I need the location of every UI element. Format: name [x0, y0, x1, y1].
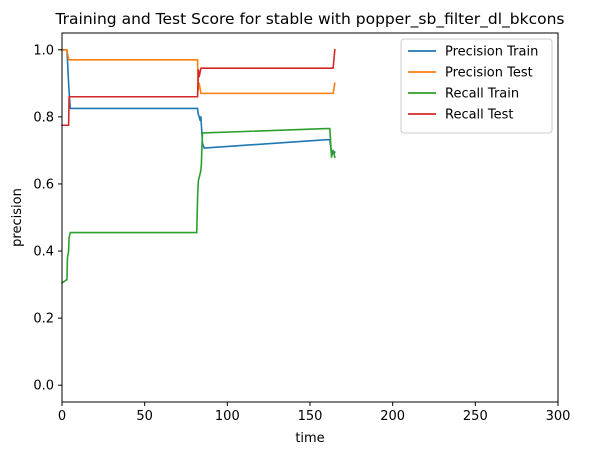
legend-label: Precision Test	[445, 66, 533, 81]
x-axis-label: time	[295, 431, 324, 446]
legend-label: Precision Train	[445, 45, 538, 60]
legend-label: Recall Test	[445, 108, 514, 123]
legend-label: Recall Train	[445, 87, 519, 102]
y-tick-label: 0.8	[33, 110, 54, 125]
legend: Precision Train Precision Test Recall Trai…	[400, 38, 553, 134]
series-line-recall-test	[61, 48, 336, 127]
y-tick-label: 0.4	[33, 245, 54, 260]
x-tick-label: 150	[298, 409, 323, 424]
y-tick-label: 0.6	[33, 177, 54, 192]
x-tick-label: 200	[380, 409, 405, 424]
x-tick-label: 250	[463, 409, 488, 424]
y-axis: 0.0 0.2 0.4 0.6 0.8 1.0	[33, 43, 62, 394]
legend-box	[400, 38, 553, 134]
series-line-recall-train	[60, 127, 336, 285]
x-tick-label: 100	[215, 409, 240, 424]
y-tick-label: 1.0	[33, 43, 54, 58]
x-axis: 0 50 100 150 200 250 300	[58, 402, 571, 424]
y-tick-label: 0.0	[33, 379, 54, 394]
y-tick-label: 0.2	[33, 312, 54, 327]
chart-title: Training and Test Score for stable with …	[54, 10, 564, 29]
series-lines	[60, 48, 336, 285]
x-tick-label: 300	[546, 409, 571, 424]
x-tick-label: 0	[58, 409, 66, 424]
x-tick-label: 50	[136, 409, 153, 424]
y-axis-label: precision	[10, 188, 25, 247]
